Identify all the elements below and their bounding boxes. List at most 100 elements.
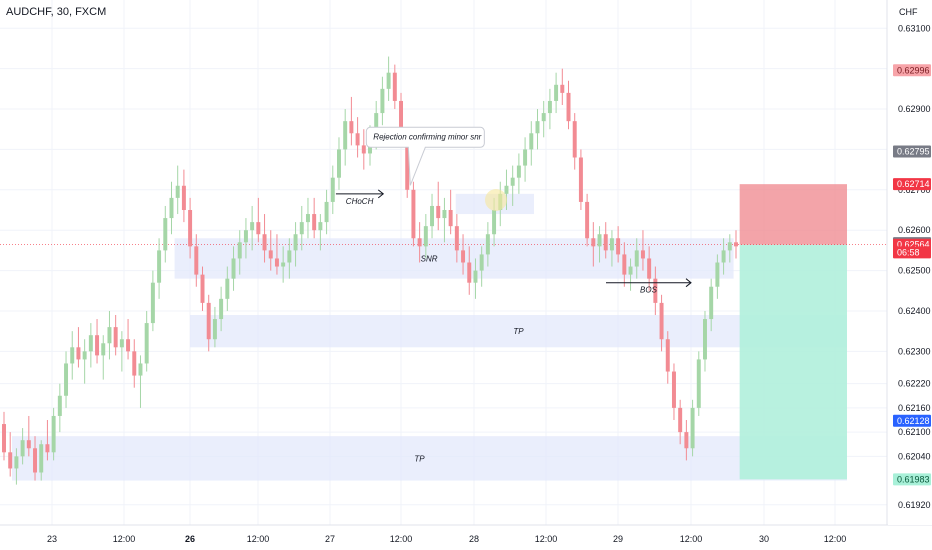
candle-body (219, 298, 224, 320)
arrow-head (685, 278, 692, 288)
candle-body (504, 185, 509, 194)
candle-bearish (640, 230, 645, 271)
candle-body (473, 270, 478, 283)
candle-bearish (678, 399, 683, 445)
candle-bullish (628, 258, 633, 291)
candle-bullish (293, 222, 298, 267)
candle-bullish (485, 222, 490, 267)
take-profit-zone[interactable] (739, 244, 847, 480)
candle-bearish (181, 169, 186, 223)
price-badge-label: 0.62795 (897, 146, 930, 156)
candle-body (467, 262, 472, 283)
price-tick-label: 0.61920 (898, 500, 931, 510)
candle-bullish (82, 339, 87, 384)
candle-body (33, 448, 38, 473)
time-tick-label: 23 (47, 534, 57, 544)
candle-bullish (634, 238, 639, 279)
candle-body (392, 72, 397, 101)
price-badge (893, 473, 931, 486)
time-tick-label: 12:00 (113, 534, 136, 544)
candle-body (380, 88, 385, 114)
time-tick-label: 12:00 (824, 534, 847, 544)
candle-body (101, 343, 106, 356)
candle-body (262, 234, 267, 251)
candle-body (634, 250, 639, 267)
price-badge-label: 0.62128 (897, 416, 930, 426)
candle-bearish (461, 234, 466, 275)
candle-bullish (225, 266, 230, 311)
candle-bullish (609, 230, 614, 267)
candle-bullish (324, 189, 329, 235)
candle-body (132, 351, 137, 376)
candle-body (256, 222, 261, 235)
candle-body (287, 250, 292, 263)
candle-body (138, 363, 143, 376)
candle-body (318, 222, 323, 231)
candle-body (603, 234, 608, 251)
candle-bearish (312, 197, 317, 239)
candle-bearish (256, 197, 261, 243)
price-badge (893, 414, 931, 427)
time-axis[interactable]: 23 12:00 26 12:00 27 12:00 28 12:00 29 12:00 30 12:… (47, 534, 846, 544)
candle-body (547, 100, 552, 114)
candle-bullish (138, 355, 143, 408)
candle-bullish (250, 205, 255, 251)
candle-body (95, 335, 100, 356)
candle-bullish (715, 254, 720, 299)
candle-body (690, 407, 695, 449)
candle-bullish (386, 56, 391, 101)
candle-bullish (70, 331, 75, 380)
candle-bullish (529, 121, 534, 166)
candle-bullish (442, 197, 447, 243)
candle-bullish (231, 246, 236, 291)
candle-bullish (336, 137, 341, 190)
candle-bullish (219, 286, 224, 332)
candle-body (305, 214, 310, 223)
candle-bearish (26, 415, 31, 457)
candle-body (2, 424, 6, 453)
candle-body (479, 254, 484, 271)
candle-bearish (206, 294, 211, 352)
arrow-label: CHoCH (346, 197, 374, 206)
candle-bullish (64, 351, 69, 408)
zone-label: TP (414, 454, 425, 463)
time-tick-label: 12:00 (390, 534, 413, 544)
candle-body (82, 351, 87, 360)
candle-bullish (430, 193, 435, 239)
candle-body (647, 258, 652, 279)
candle-body (628, 266, 633, 275)
candle-body (597, 234, 602, 247)
candle-body (45, 444, 50, 453)
candle-body (423, 226, 428, 247)
candle-bullish (119, 331, 124, 372)
candle-bullish (57, 383, 62, 433)
price-axis[interactable]: 0.631000.630000.629000.628000.627000.626… (888, 0, 932, 525)
candle-bearish (194, 234, 199, 287)
price-tick-label: 0.63100 (898, 23, 931, 33)
position-tool[interactable] (0, 184, 887, 480)
candle-body (671, 371, 676, 408)
candle-bullish (14, 448, 19, 485)
candle-bullish (299, 205, 304, 251)
candle-bearish (572, 113, 577, 170)
candle-body (399, 100, 404, 138)
candle-bearish (2, 411, 6, 461)
candle-bearish (653, 266, 658, 315)
candle-bearish (95, 319, 100, 364)
candle-bullish (721, 238, 726, 275)
price-tick-label: 0.62600 (898, 225, 931, 235)
candle-bearish (274, 234, 279, 275)
stop-loss-zone[interactable] (739, 184, 847, 245)
candle-body (343, 121, 348, 150)
candle-body (200, 274, 205, 303)
annotation-layer: CHoCH BOS Rejection confirming minor snr (335, 126, 692, 295)
candle-body (430, 205, 435, 227)
candle-body (665, 339, 670, 372)
candle-body (144, 323, 149, 364)
zone-rect (190, 315, 847, 348)
candle-bearish (8, 432, 13, 477)
candle-body (578, 157, 583, 202)
currency-label: CHF (899, 7, 918, 17)
